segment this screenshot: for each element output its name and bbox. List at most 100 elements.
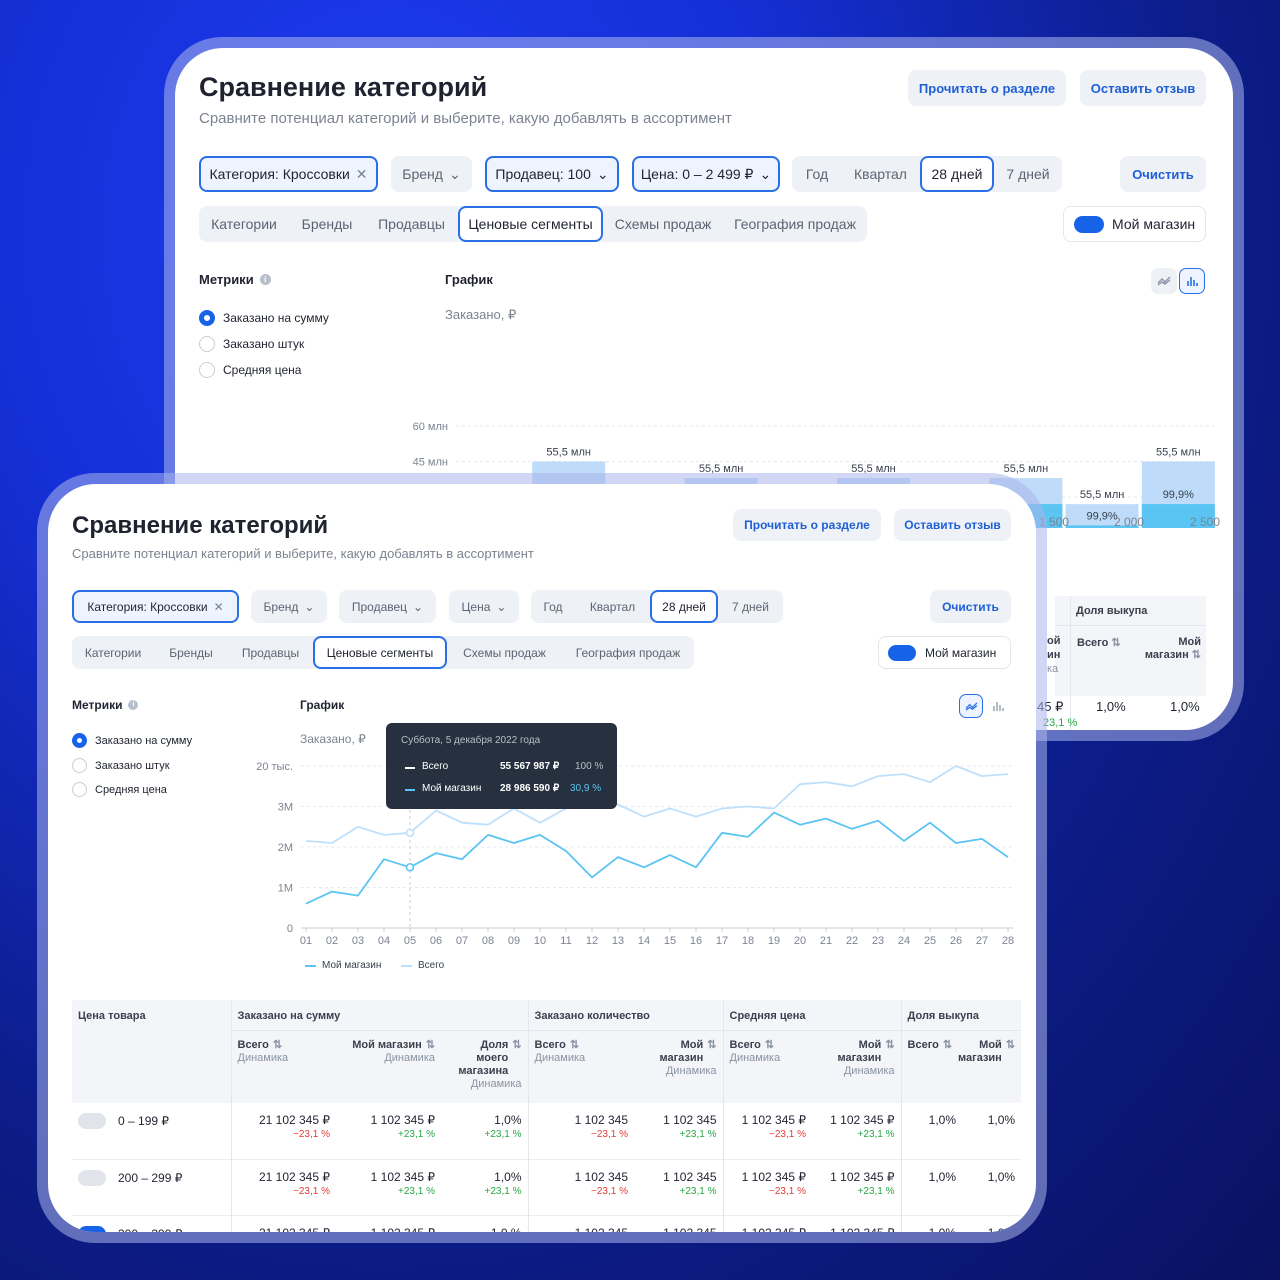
line-chart-icon[interactable] [1151, 268, 1177, 294]
tab-sales-schemes[interactable]: Схемы продаж [614, 216, 712, 232]
bar-chart-icon[interactable] [986, 694, 1010, 718]
legend-my-store[interactable]: Мой магазин [305, 960, 381, 971]
tab-brands[interactable]: Бренды [301, 216, 353, 232]
column-header[interactable]: Всего ⇅ Динамика [527, 1030, 634, 1103]
cell-value: 1 102 345 ₽ [741, 1113, 807, 1127]
bar-chart-icon[interactable] [1179, 268, 1205, 294]
x-tick-label: 01 [300, 935, 312, 946]
read-about-section-button[interactable]: Прочитать о разделе [733, 509, 881, 541]
tab-sales-geography[interactable]: География продаж [734, 216, 856, 232]
price-filter[interactable]: Цена ⌄ [449, 590, 519, 623]
sort-icon[interactable]: ⇅ [942, 1039, 953, 1051]
sort-icon[interactable]: ⇅ [885, 1039, 895, 1051]
column-header[interactable]: Мой магазин ⇅ Динамика [336, 1031, 441, 1104]
sort-icon[interactable]: ⇅ [1191, 649, 1201, 661]
sort-icon[interactable]: ⇅ [425, 1039, 435, 1051]
column-header[interactable]: Мой магазин ⇅ Динамика [812, 1031, 901, 1104]
leave-feedback-button[interactable]: Оставить отзыв [1080, 70, 1206, 106]
cell-delta: +23,1 % [857, 1185, 895, 1197]
read-about-section-button[interactable]: Прочитать о разделе [908, 70, 1066, 106]
period-28-days[interactable]: 28 дней [650, 590, 718, 623]
price-range-toggle[interactable]: 0 – 199 ₽ [78, 1113, 225, 1129]
my-store-toggle[interactable]: Мой магазин [1063, 206, 1206, 242]
metric-average-price[interactable]: Средняя цена [72, 782, 167, 797]
sort-icon[interactable]: ⇅ [272, 1039, 283, 1051]
my-store-switch[interactable] [888, 644, 916, 661]
row-switch[interactable] [78, 1169, 106, 1186]
period-7-days[interactable]: 7 дней [731, 599, 769, 614]
cut-cell-delta: 23,1 % [1043, 717, 1078, 729]
metric-ordered-count[interactable]: Заказано штук [72, 758, 170, 773]
column-header[interactable]: Всего ⇅ [900, 1030, 963, 1103]
column-header-subtitle: Динамика [729, 1052, 781, 1064]
close-icon[interactable]: ✕ [213, 599, 224, 614]
column-header[interactable]: Доля моего магазина ⇅ Динамика [441, 1031, 528, 1104]
period-year[interactable]: Год [805, 166, 829, 182]
tab-categories[interactable]: Категории [211, 216, 277, 232]
table-cell: 1,0% +23,1 % [441, 1159, 528, 1215]
tab-price-segments[interactable]: Ценовые сегменты [458, 206, 603, 242]
price-range-toggle[interactable]: 200 – 299 ₽ [78, 1169, 225, 1186]
bar-total-label: 55,5 млн [1156, 447, 1201, 459]
price-filter[interactable]: Цена: 0 – 2 499 ₽ ⌄ [632, 156, 780, 192]
hover-point [405, 828, 415, 838]
column-header[interactable]: Всего ⇅ Динамика [230, 1030, 336, 1103]
tab-sellers[interactable]: Продавцы [378, 216, 445, 232]
tab-categories[interactable]: Категории [84, 645, 142, 660]
tab-sellers[interactable]: Продавцы [241, 645, 300, 660]
my-store-switch[interactable] [1074, 215, 1104, 233]
period-year[interactable]: Год [543, 599, 563, 614]
tab-sales-geography[interactable]: География продаж [575, 645, 681, 660]
period-28-days[interactable]: 28 дней [920, 156, 994, 192]
info-icon[interactable]: i [128, 700, 139, 710]
price-range-label: 200 – 299 ₽ [118, 1170, 183, 1185]
metric-ordered-sum[interactable]: Заказано на сумму [72, 733, 192, 748]
sort-icon[interactable]: ⇅ [569, 1039, 580, 1051]
sort-icon[interactable]: ⇅ [1111, 637, 1121, 649]
seller-filter[interactable]: Продавец ⌄ [339, 590, 436, 623]
x-tick-label: 26 [950, 935, 962, 946]
sort-icon[interactable]: ⇅ [512, 1039, 522, 1051]
chart-subtitle: Заказано, ₽ [300, 732, 366, 746]
sort-icon[interactable]: ⇅ [1005, 1039, 1016, 1051]
my-store-toggle[interactable]: Мой магазин [878, 636, 1011, 669]
period-quarter[interactable]: Квартал [589, 599, 636, 614]
period-7-days[interactable]: 7 дней [1006, 166, 1050, 182]
page-title: Сравнение категорий [199, 72, 488, 102]
cell-value: 1 102 345 ₽ [741, 1169, 807, 1184]
clear-filters-button[interactable]: Очистить [1120, 156, 1206, 192]
info-icon[interactable]: i [259, 274, 271, 285]
column-header[interactable]: Мой магазин ⇅ Динамика [634, 1031, 723, 1104]
tooltip-total-value: 55 567 987 ₽ [500, 761, 560, 772]
sort-icon[interactable]: ⇅ [707, 1039, 717, 1051]
brand-filter[interactable]: Бренд ⌄ [251, 590, 327, 623]
line-chart-icon[interactable] [959, 694, 983, 718]
sort-icon[interactable]: ⇅ [764, 1039, 775, 1051]
column-header[interactable]: Всего ⇅ Динамика [722, 1030, 813, 1103]
metric-ordered-count[interactable]: Заказано штук [199, 336, 304, 352]
tab-sales-schemes[interactable]: Схемы продаж [463, 645, 546, 660]
category-filter[interactable]: Категория: Кроссовки ✕ [72, 590, 239, 623]
col-my-store[interactable]: Мой магазин ⇅ [1137, 636, 1201, 661]
cell-value: 1 102 345 ₽ [342, 1226, 435, 1233]
clear-filters-button[interactable]: Очистить [930, 590, 1011, 623]
row-switch[interactable] [78, 1113, 106, 1129]
legend-total[interactable]: Всего [401, 960, 444, 971]
column-header-label: Всего [729, 1039, 761, 1051]
tab-brands[interactable]: Бренды [169, 645, 213, 660]
close-icon[interactable]: ✕ [355, 165, 368, 182]
tab-price-segments[interactable]: Ценовые сегменты [313, 636, 447, 669]
metric-average-price[interactable]: Средняя цена [199, 362, 301, 378]
back-window-frame: Сравнение категорий Сравните потенциал к… [164, 37, 1244, 741]
y-tick-label: 45 млн [413, 457, 448, 469]
price-range-toggle[interactable]: 300 – 399 ₽ [78, 1225, 225, 1232]
row-switch[interactable] [78, 1225, 106, 1232]
leave-feedback-button[interactable]: Оставить отзыв [894, 509, 1011, 541]
metric-ordered-sum[interactable]: Заказано на сумму [199, 310, 329, 326]
seller-filter[interactable]: Продавец: 100 ⌄ [485, 156, 619, 192]
brand-filter[interactable]: Бренд ⌄ [391, 156, 472, 192]
period-quarter[interactable]: Квартал [854, 166, 907, 182]
column-header[interactable]: Мой магазин ⇅ [958, 1031, 1021, 1104]
col-total[interactable]: Всего ⇅ [1077, 636, 1121, 649]
category-filter[interactable]: Категория: Кроссовки ✕ [199, 156, 378, 192]
